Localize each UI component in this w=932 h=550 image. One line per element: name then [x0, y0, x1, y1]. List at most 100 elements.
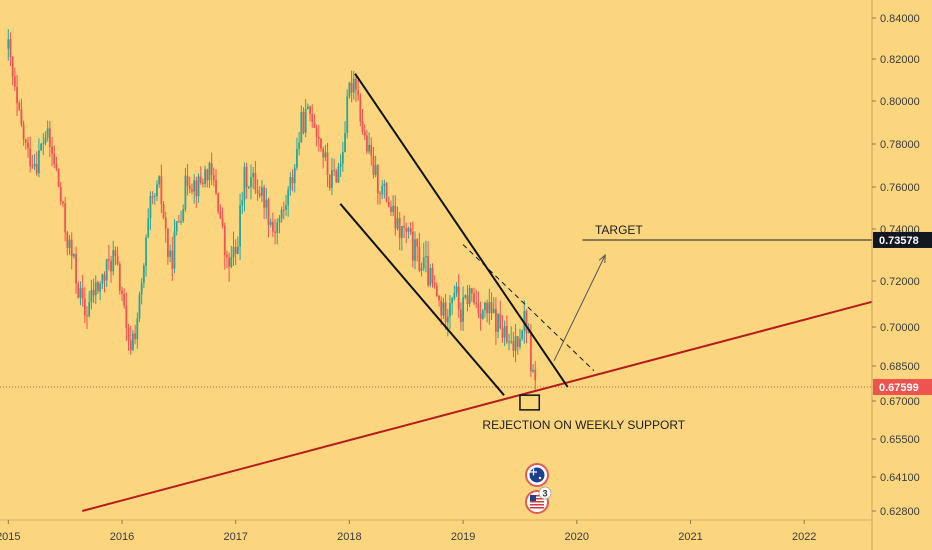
time-tick-label: 2020 — [565, 531, 589, 543]
candle-body — [107, 259, 110, 261]
candle-body — [418, 246, 421, 271]
candle-body — [112, 250, 115, 272]
candle-body — [197, 176, 200, 197]
candle-body — [53, 153, 56, 165]
candle-body — [140, 282, 143, 295]
candle-body — [110, 260, 112, 272]
candle-body — [72, 254, 75, 257]
candle-body — [116, 256, 119, 265]
candle-body — [466, 295, 469, 305]
target-price-label-bg — [873, 231, 932, 248]
candle-body — [534, 369, 537, 381]
candle-body — [444, 302, 447, 323]
candle-body — [219, 211, 222, 218]
channel-upper-line[interactable] — [354, 73, 569, 388]
candle-body — [363, 131, 366, 136]
current-price-label-bg — [873, 379, 932, 396]
candle-body — [293, 167, 296, 184]
candle-body — [204, 169, 206, 184]
price-tick-label: 0.65500 — [880, 434, 920, 446]
candle-body — [309, 106, 311, 114]
candle-body — [407, 228, 410, 232]
candle-body — [368, 144, 370, 152]
candle-body — [370, 144, 373, 156]
candle-body — [302, 111, 305, 133]
candle-body — [250, 176, 252, 187]
candle-body — [226, 255, 228, 258]
candle-body — [479, 313, 482, 319]
candle-body — [488, 302, 491, 314]
candle-body — [355, 78, 357, 90]
candle-body — [13, 76, 16, 87]
candle-body — [75, 254, 77, 284]
projection-arrow[interactable] — [553, 254, 606, 362]
candle-body — [232, 246, 235, 258]
candle-body — [433, 282, 436, 287]
time-tick-label: 2019 — [451, 531, 475, 543]
candle-body — [499, 313, 502, 329]
candle-body — [278, 218, 281, 223]
candle-body — [269, 221, 272, 225]
candle-body — [519, 338, 521, 347]
support-rejection-box[interactable] — [519, 394, 541, 411]
time-tick-label: 2022 — [792, 531, 816, 543]
price-tick-label: 0.80000 — [880, 96, 920, 108]
candle-body — [86, 315, 88, 317]
candle-body — [521, 330, 524, 339]
candle-body — [376, 165, 379, 194]
usa-flag-stripe — [530, 498, 545, 500]
candle-body — [287, 189, 290, 206]
target-price-label: 0.73578 — [879, 235, 919, 247]
candle-body — [403, 225, 405, 228]
candle-body — [398, 218, 401, 238]
candle-body — [341, 151, 344, 164]
channel-lower-line[interactable] — [339, 203, 505, 396]
candle-body — [365, 135, 368, 152]
candle-body — [177, 221, 180, 223]
candle-body — [335, 171, 338, 183]
candle-body — [210, 162, 213, 176]
candle-body — [27, 142, 29, 149]
candle-body — [300, 111, 303, 143]
candle-body — [529, 332, 532, 372]
candle-body — [114, 250, 117, 257]
candle-body — [359, 95, 362, 122]
candle-body — [510, 341, 513, 343]
candle-body — [265, 199, 268, 208]
candle-body — [313, 122, 316, 128]
candle-body — [490, 302, 493, 314]
price-tick-label: 0.84000 — [880, 13, 920, 25]
candle-body — [164, 217, 167, 229]
candle-body — [175, 221, 178, 232]
time-axis[interactable]: 2015 2016 2017 2018 2019 2020 2021 2022 — [0, 520, 816, 543]
candle-body — [289, 177, 292, 190]
candle-body — [90, 289, 93, 303]
candle-body — [258, 193, 261, 196]
candle-body — [394, 205, 397, 229]
candle-body — [22, 124, 25, 140]
candle-body — [20, 109, 23, 125]
price-tick-label: 0.67000 — [880, 396, 920, 408]
candle-body — [337, 166, 340, 183]
candle-body — [438, 296, 440, 301]
candle-body — [252, 172, 255, 177]
candle-body — [527, 332, 530, 334]
candle-body — [263, 187, 266, 208]
usa-flag-stripe — [530, 495, 545, 497]
candle-body — [212, 175, 215, 181]
candle-body — [374, 165, 377, 175]
usa-flag-stripe — [530, 501, 545, 503]
candle-body — [508, 341, 510, 343]
usa-flag-stripe — [530, 507, 545, 509]
candle-body — [125, 305, 128, 329]
candle-body — [431, 267, 434, 283]
candle-body — [372, 155, 375, 175]
target-annotation: TARGET — [595, 223, 643, 237]
dashed-trendline[interactable] — [462, 244, 595, 372]
weekly-support-trendline[interactable] — [81, 300, 873, 512]
candle-body — [274, 231, 276, 233]
candle-body — [94, 282, 97, 296]
price-tick-label: 0.78000 — [880, 139, 920, 151]
price-axis[interactable]: 0.840000.820000.800000.780000.760000.740… — [872, 13, 920, 518]
